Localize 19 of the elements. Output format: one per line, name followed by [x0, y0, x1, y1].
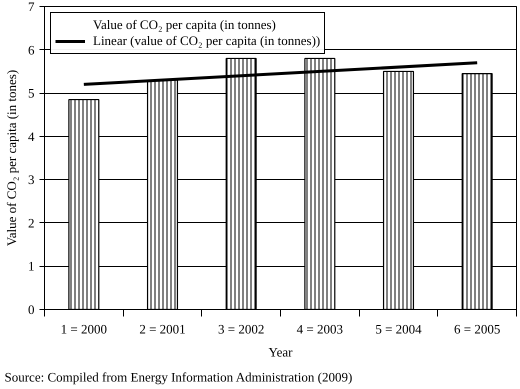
y-tick-label: 1	[28, 258, 34, 274]
y-tick-label: 3	[28, 172, 34, 188]
y-tick-label: 6	[28, 42, 35, 58]
x-tick-label: 4 = 2003	[296, 322, 344, 336]
y-axis-title: Value of CO₂ per capita (in tones)	[4, 70, 19, 246]
y-tick-label: 4	[28, 128, 35, 144]
source-note: Source: Compiled from Energy Information Administration (2009)	[4, 370, 352, 384]
y-tick-label: 7	[28, 0, 35, 14]
x-tick-label: 2 = 2001	[139, 322, 186, 336]
x-tick-label: 1 = 2000	[60, 322, 108, 336]
y-tick-label: 0	[28, 302, 34, 317]
y-tick-label: 2	[28, 215, 34, 230]
text: Value of CO₂ per capita (in tonnes)	[93, 17, 276, 33]
x-tick-label: 5 = 2004	[375, 322, 422, 336]
legend-label: Linear (value of CO₂ per capita (in tonnes))	[93, 33, 320, 49]
x-tick-label: 3 = 2002	[218, 322, 264, 336]
x-tick-label: 6 = 2005	[454, 322, 500, 336]
x-axis-title: Year	[268, 344, 294, 360]
y-tick-label: 5	[28, 86, 34, 101]
